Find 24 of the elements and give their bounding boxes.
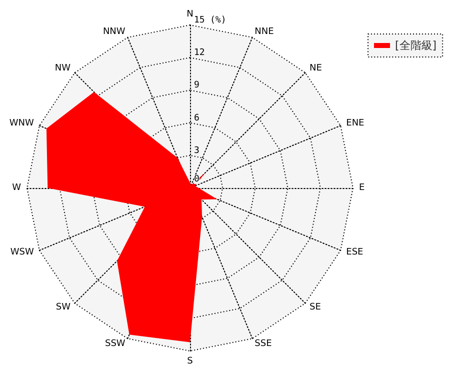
spoke-label: SW bbox=[56, 302, 71, 312]
spoke-label: NNW bbox=[102, 26, 126, 37]
spoke-label: ESE bbox=[346, 248, 364, 258]
y-tick-label: 9 bbox=[194, 80, 200, 91]
y-tick-label: 0 bbox=[194, 174, 200, 184]
legend-label: [全階級] bbox=[395, 39, 437, 52]
spoke-label: WNW bbox=[9, 118, 34, 128]
y-tick-label: 12 bbox=[194, 48, 205, 58]
spoke-label: WSW bbox=[10, 248, 34, 258]
spoke-label: N bbox=[186, 10, 194, 20]
text: (%) bbox=[210, 16, 226, 26]
y-tick-label: 3 bbox=[194, 146, 200, 156]
spoke-label: SSE bbox=[254, 339, 272, 350]
y-tick-label: 6 bbox=[194, 113, 200, 124]
spoke-label: S bbox=[187, 356, 194, 366]
spoke-label: ENE bbox=[346, 118, 365, 128]
spoke-label: NE bbox=[310, 64, 322, 74]
spoke-label: E bbox=[359, 183, 365, 193]
spoke-label: SE bbox=[310, 302, 322, 312]
spoke-label: NNE bbox=[254, 26, 274, 37]
spoke-label: SSW bbox=[105, 339, 126, 350]
spoke-label: NW bbox=[54, 64, 71, 74]
y-tick-label: 15 bbox=[194, 16, 205, 26]
spoke-label: W bbox=[12, 183, 22, 193]
